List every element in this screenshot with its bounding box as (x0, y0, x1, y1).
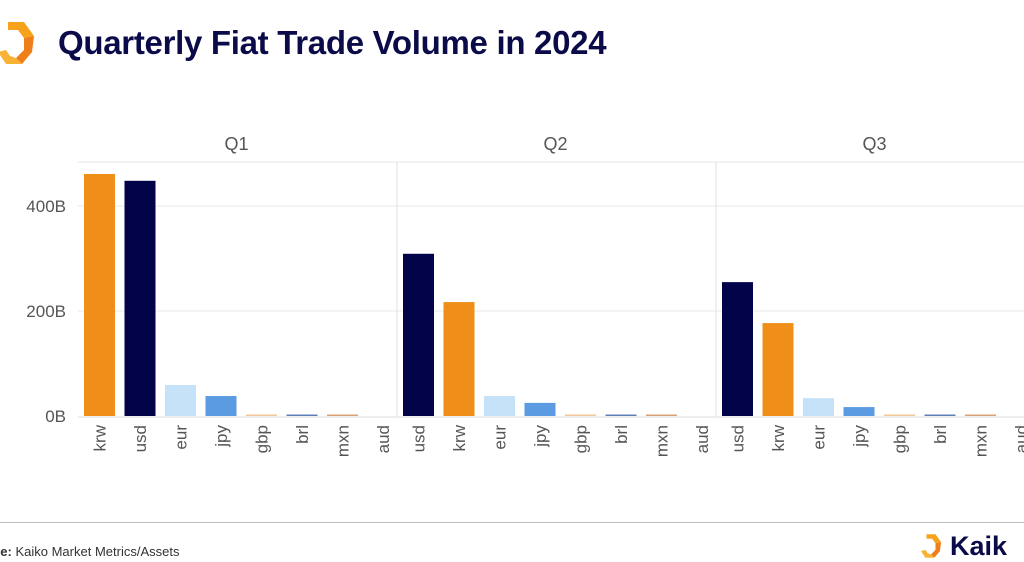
y-tick-label: 0B (45, 407, 66, 426)
x-tick-label: usd (131, 425, 150, 452)
x-tick-label: jpy (212, 425, 231, 448)
bar-q1-mxn (327, 414, 358, 416)
bar-q1-gbp (246, 414, 277, 416)
footer-divider (0, 522, 1024, 523)
bar-q3-krw (762, 323, 794, 416)
page-title: Quarterly Fiat Trade Volume in 2024 (58, 24, 607, 61)
panel-header-label: Q3 (862, 134, 886, 154)
x-tick-label: jpy (850, 425, 869, 448)
kaiko-brand-icon (920, 534, 942, 558)
bar-q1-krw (84, 173, 115, 416)
bar-q1-jpy (205, 396, 237, 416)
bar-q3-gbp (884, 414, 915, 416)
x-tick-label: eur (810, 425, 829, 450)
x-tick-label: gbp (572, 425, 591, 453)
x-tick-label: aud (693, 425, 712, 453)
panel-header-label: Q2 (543, 134, 567, 154)
brand-name: Kaik (950, 530, 1008, 561)
x-tick-label: usd (729, 425, 748, 452)
bar-q3-jpy (843, 407, 875, 416)
bar-q2-brl (605, 414, 637, 416)
x-tick-label: aud (374, 425, 393, 453)
quarterly-bar-chart: 0B 200B 400B Q1 krw usd eur jpy gbp brl mxn aud Q2 us… (26, 134, 1024, 457)
bar-q1-eur (165, 385, 196, 416)
bar-q2-usd (403, 253, 434, 416)
bar-q3-brl (924, 414, 956, 416)
x-tick-label: krw (769, 424, 788, 451)
bar-q2-jpy (524, 402, 556, 416)
source-text: Kaiko Market Metrics/Assets (11, 544, 180, 559)
bar-q2-eur (484, 396, 515, 416)
bar-q3-usd (722, 282, 753, 416)
x-tick-label: mxn (972, 425, 991, 457)
y-tick-label: 400B (26, 197, 66, 216)
source-note: rce: Kaiko Market Metrics/Assets (0, 544, 179, 559)
bar-q2-gbp (565, 414, 596, 416)
brand-logo: Kaik (916, 531, 1007, 561)
bar-q1-brl (286, 414, 318, 416)
x-tick-label: brl (293, 425, 312, 444)
x-tick-label: gbp (253, 425, 272, 453)
x-tick-label: brl (931, 425, 950, 444)
bar-q3-mxn (965, 414, 996, 416)
x-tick-label: mxn (334, 425, 353, 457)
bar-q1-usd (124, 180, 156, 416)
y-tick-label: 200B (26, 302, 66, 321)
kaiko-logo-icon (0, 22, 34, 64)
source-label: rce: (0, 544, 12, 559)
x-tick-label: krw (450, 424, 469, 451)
x-tick-label: mxn (653, 425, 672, 457)
x-tick-label: gbp (891, 425, 910, 453)
x-tick-label: krw (91, 424, 110, 451)
bar-q2-krw (443, 302, 475, 416)
x-tick-label: eur (491, 425, 510, 450)
bar-q2-mxn (646, 414, 677, 416)
x-tick-label: usd (410, 425, 429, 452)
x-tick-label: jpy (531, 425, 550, 448)
panel-header-label: Q1 (224, 134, 248, 154)
x-tick-label: brl (612, 425, 631, 444)
x-tick-label: aud (1012, 425, 1024, 453)
x-tick-label: eur (172, 425, 191, 450)
bar-q3-eur (803, 398, 834, 416)
